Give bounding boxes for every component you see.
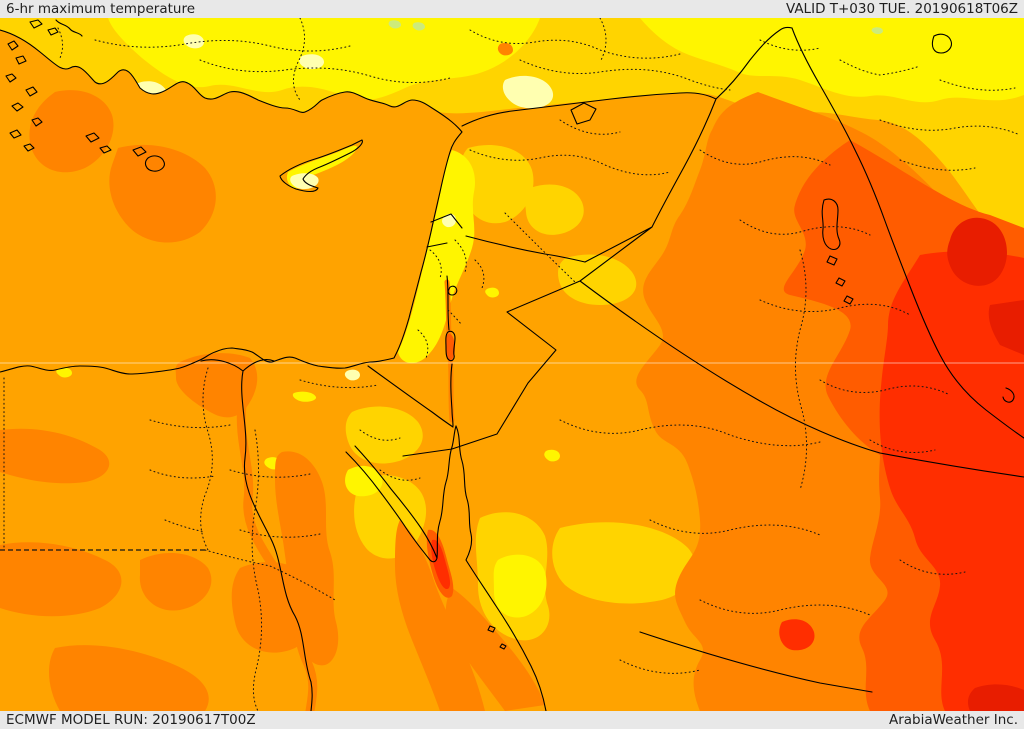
temperature-map <box>0 18 1024 711</box>
temp-field-yellow-zones-levant <box>56 145 560 618</box>
model-run-label: ECMWF MODEL RUN: 20190617T00Z <box>6 712 256 728</box>
mediterranean-sea-field <box>0 30 462 374</box>
temp-field-red-zones <box>431 251 1024 711</box>
map-area <box>0 18 1024 711</box>
footer-bar: ECMWF MODEL RUN: 20190617T00Z ArabiaWeat… <box>0 711 1024 729</box>
temp-field-yellow-zones-north <box>108 18 1024 103</box>
header-bar: 6-hr maximum temperature VALID T+030 TUE… <box>0 0 1024 18</box>
temp-field-red-orange-zones <box>426 140 1024 711</box>
nile-valley-warm-stripe <box>236 400 318 711</box>
temp-field-deep-red-cores <box>947 217 1024 711</box>
valid-time-label: VALID T+030 TUE. 20190618T06Z <box>785 1 1018 17</box>
admin-boundaries-dotted <box>3 18 1021 711</box>
map-title: 6-hr maximum temperature <box>6 1 196 17</box>
temp-field-dark-orange-zones <box>0 42 1024 711</box>
coastlines-and-borders <box>0 19 1024 711</box>
brand-label: ArabiaWeather Inc. <box>888 712 1018 728</box>
